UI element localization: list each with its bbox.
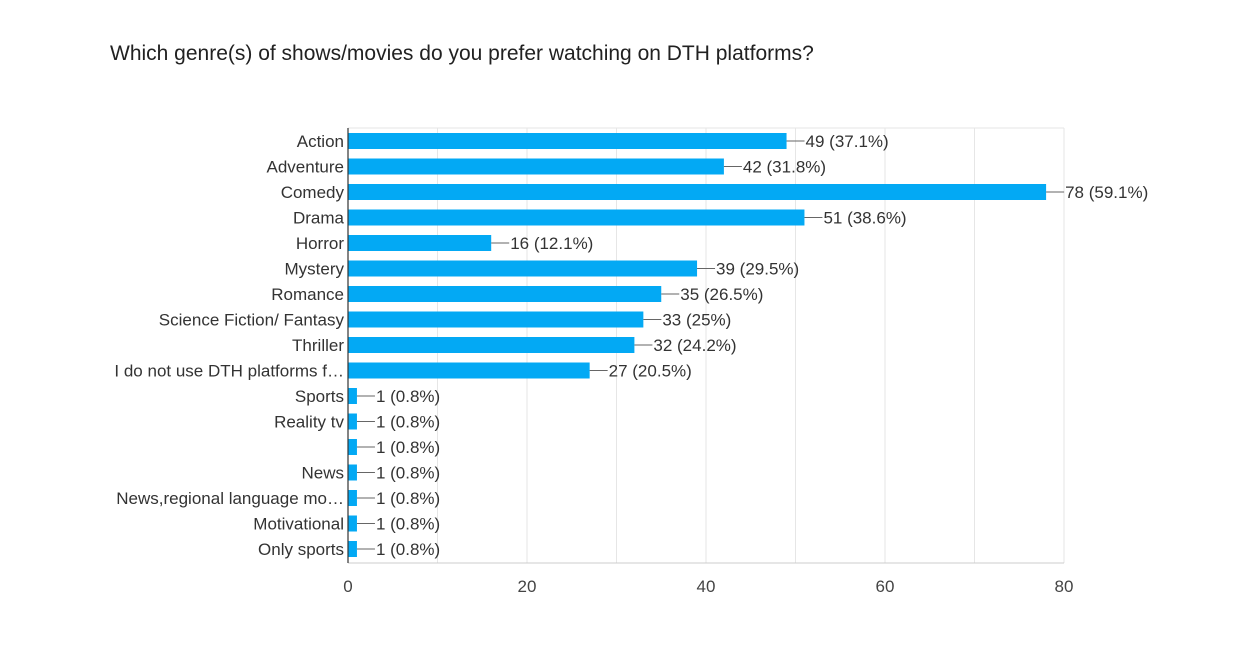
data-label: 32 (24.2%) [653, 336, 736, 355]
category-label: Adventure [267, 158, 345, 177]
axes [347, 128, 1064, 564]
bar[interactable] [348, 490, 357, 506]
bar[interactable] [348, 464, 357, 481]
data-label: 16 (12.1%) [510, 234, 593, 253]
category-label: Drama [293, 209, 345, 228]
data-label: 39 (29.5%) [716, 260, 799, 279]
bar[interactable] [348, 133, 787, 149]
x-tick-label: 80 [1055, 577, 1074, 596]
data-label: 78 (59.1%) [1065, 183, 1148, 202]
data-label: 1 (0.8%) [376, 387, 440, 406]
category-label: I do not use DTH platforms f… [114, 362, 344, 381]
bar[interactable] [348, 235, 492, 251]
labels: 49 (37.1%) Action 42 (31.8%) Adventure 78 (5… [114, 132, 1148, 596]
bar[interactable] [348, 158, 724, 175]
data-label: 1 (0.8%) [376, 540, 440, 559]
data-label: 49 (37.1%) [806, 132, 889, 151]
x-tick-label: 0 [343, 577, 352, 596]
category-label: Motivational [253, 515, 344, 534]
data-label: 1 (0.8%) [376, 515, 440, 534]
chart-title: Which genre(s) of shows/movies do you pr… [110, 42, 814, 65]
bar[interactable] [348, 439, 357, 455]
category-label: News,regional language mo… [116, 489, 344, 508]
data-label: 35 (26.5%) [680, 285, 763, 304]
bar[interactable] [348, 260, 698, 277]
bar[interactable] [348, 515, 357, 532]
bar[interactable] [348, 286, 662, 302]
bars [348, 133, 1047, 557]
category-label: Action [297, 132, 344, 151]
category-label: Mystery [285, 260, 345, 279]
data-label: 51 (38.6%) [823, 209, 906, 228]
category-label: Thriller [292, 336, 344, 355]
bar[interactable] [348, 311, 644, 328]
category-label: Comedy [281, 183, 345, 202]
x-tick-label: 60 [876, 577, 895, 596]
bar[interactable] [348, 541, 357, 557]
data-label: 1 (0.8%) [376, 438, 440, 457]
category-label: Science Fiction/ Fantasy [159, 311, 345, 330]
x-tick-label: 20 [518, 577, 537, 596]
category-label: News [301, 464, 344, 483]
data-label: 42 (31.8%) [743, 158, 826, 177]
bar[interactable] [348, 413, 357, 430]
x-tick-label: 40 [697, 577, 716, 596]
category-label: Reality tv [274, 413, 344, 432]
data-label: 33 (25%) [662, 311, 731, 330]
category-label: Horror [296, 234, 345, 253]
bar[interactable] [348, 337, 635, 353]
bar[interactable] [348, 362, 590, 379]
category-label: Sports [295, 387, 344, 406]
data-label: 1 (0.8%) [376, 464, 440, 483]
bar[interactable] [348, 209, 805, 226]
data-label: 27 (20.5%) [609, 362, 692, 381]
bar[interactable] [348, 388, 357, 404]
category-label: Only sports [258, 540, 344, 559]
bar[interactable] [348, 184, 1047, 200]
category-label: Romance [271, 285, 344, 304]
data-label: 1 (0.8%) [376, 489, 440, 508]
data-label: 1 (0.8%) [376, 413, 440, 432]
